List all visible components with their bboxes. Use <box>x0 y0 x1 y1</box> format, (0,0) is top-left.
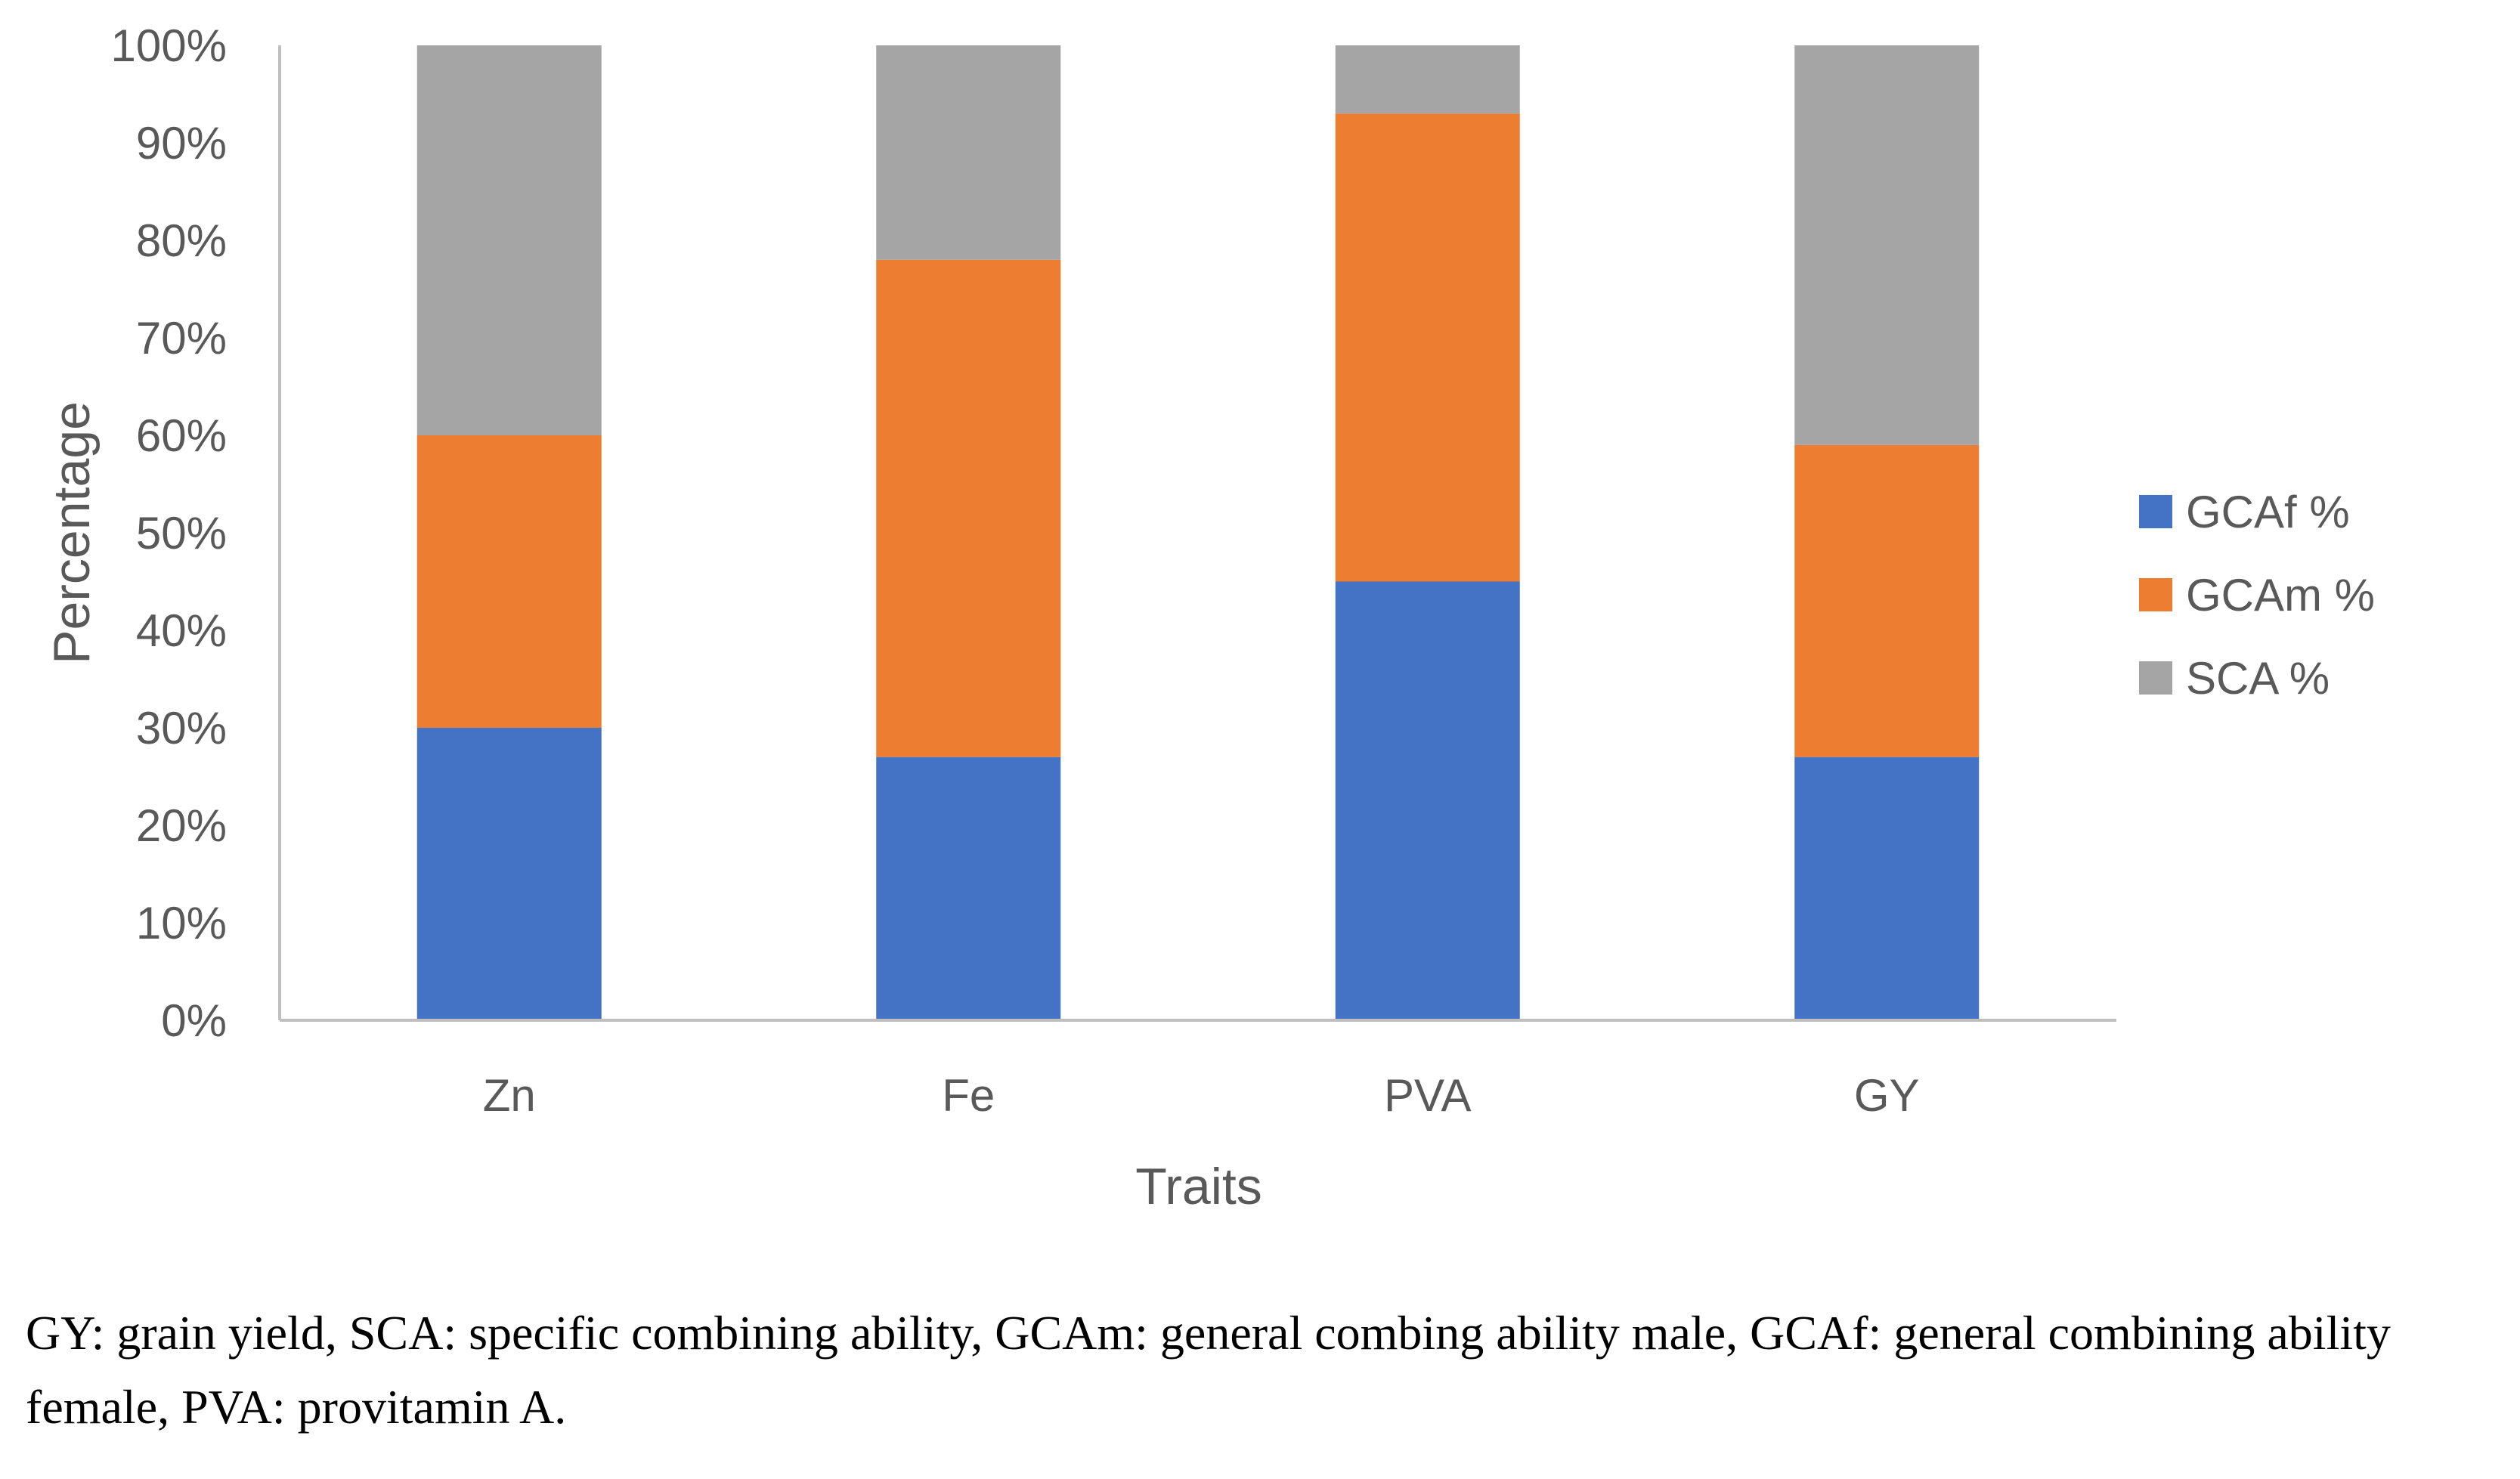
bar-segment-pva-gcam <box>1335 113 1520 582</box>
y-tick-label: 50% <box>136 508 227 558</box>
y-tick-label: 90% <box>136 118 227 169</box>
x-tick-label: Fe <box>942 1070 995 1121</box>
y-tick-label: 40% <box>136 605 227 656</box>
y-axis-title: Percentage <box>43 401 101 664</box>
y-tick-label: 70% <box>136 313 227 364</box>
bar-segment-fe-sca <box>876 45 1061 260</box>
legend-swatch <box>2139 661 2172 695</box>
y-tick-labels: 0% 10% 20% 30% 40% 50% 60% 70% 80% 90% 100% <box>111 20 227 1046</box>
bars-group <box>416 45 1980 1020</box>
legend: GCAf % GCAm % SCA % <box>2139 487 2375 704</box>
bar-segment-fe-gcaf <box>876 757 1061 1020</box>
y-tick-label: 60% <box>136 410 227 461</box>
y-tick-label: 100% <box>111 20 227 71</box>
legend-label: GCAf % <box>2186 487 2350 537</box>
legend-label: SCA % <box>2186 653 2330 704</box>
legend-swatch <box>2139 495 2172 528</box>
bar-segment-gy-gcam <box>1794 444 1980 757</box>
x-tick-label: GY <box>1854 1070 1920 1121</box>
x-axis-title: Traits <box>1135 1158 1262 1215</box>
y-tick-label: 80% <box>136 215 227 266</box>
y-tick-label: 30% <box>136 703 227 753</box>
bar-segment-gy-gcaf <box>1794 757 1980 1020</box>
y-tick-label: 20% <box>136 800 227 851</box>
bar-segment-fe-gcam <box>876 259 1061 757</box>
x-tick-labels: Zn Fe PVA GY <box>483 1070 1920 1121</box>
figure-caption: GY: grain yield, SCA: specific combining… <box>26 1306 2391 1434</box>
y-tick-label: 10% <box>136 898 227 948</box>
stacked-bar-chart: 0% 10% 20% 30% 40% 50% 60% 70% 80% 90% 100% Zn Fe PV… <box>43 20 2375 1215</box>
x-tick-label: Zn <box>483 1070 536 1121</box>
bar-segment-pva-sca <box>1335 45 1520 114</box>
bar-segment-zn-gcam <box>416 435 602 728</box>
legend-label: GCAm % <box>2186 570 2375 620</box>
bar-segment-pva-gcaf <box>1335 581 1520 1020</box>
y-tick-label: 0% <box>161 995 227 1046</box>
bar-segment-gy-sca <box>1794 45 1980 445</box>
legend-swatch <box>2139 578 2172 611</box>
bar-segment-zn-gcaf <box>416 728 602 1020</box>
x-tick-label: PVA <box>1384 1070 1472 1121</box>
axes-group <box>278 45 2116 1022</box>
bar-segment-zn-sca <box>416 45 602 435</box>
